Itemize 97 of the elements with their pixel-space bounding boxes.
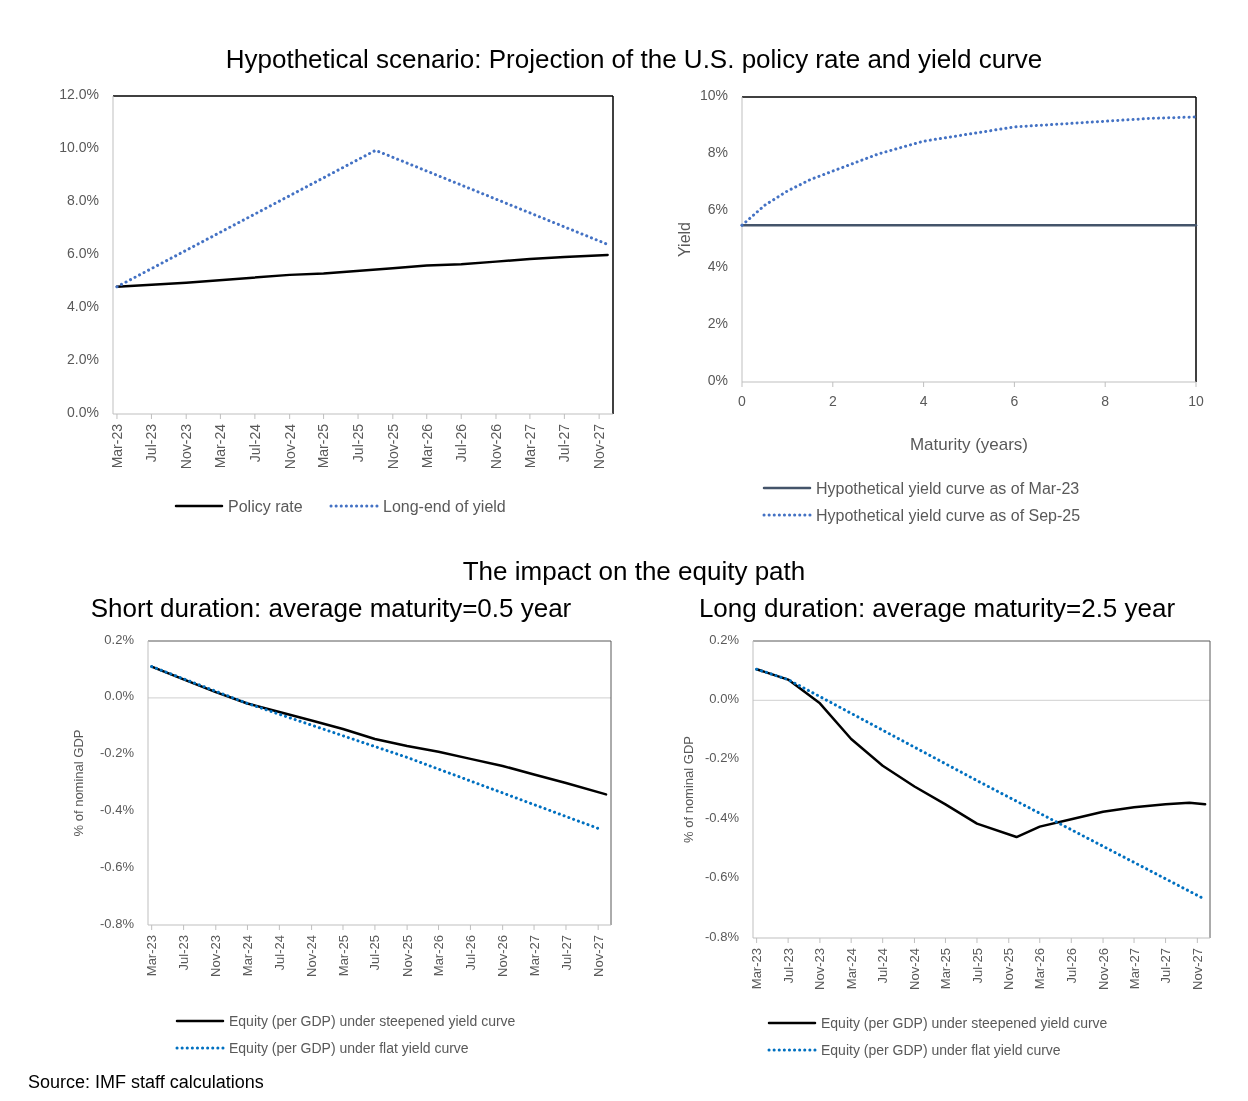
x-tick-label: Mar-27 bbox=[1126, 948, 1142, 990]
x-tick-label: Jul-27 bbox=[1158, 948, 1174, 984]
y-tick-label: 8.0% bbox=[67, 191, 99, 208]
x-tick-label: Jul-23 bbox=[780, 948, 796, 984]
legend-label: Long-end of yield bbox=[383, 497, 506, 515]
legend-label: Hypothetical yield curve as of Mar-23 bbox=[816, 479, 1080, 497]
x-tick-label: 0 bbox=[738, 393, 747, 409]
y-tick-label: -0.2% bbox=[100, 745, 135, 761]
x-tick-label: Jul-23 bbox=[143, 423, 160, 463]
y-tick-label: 0.0% bbox=[709, 691, 740, 706]
y-tick-label: 4% bbox=[707, 257, 728, 274]
x-tick-label: Mar-26 bbox=[1032, 948, 1048, 990]
x-tick-label: Mar-23 bbox=[144, 935, 160, 977]
x-tick-label: Mar-27 bbox=[526, 935, 542, 977]
chart-title: Long duration: average maturity=2.5 year bbox=[698, 593, 1176, 623]
x-tick-label: Jul-24 bbox=[875, 948, 891, 984]
x-tick-label: 10 bbox=[1188, 393, 1204, 409]
x-tick-label: 2 bbox=[828, 393, 837, 409]
y-axis-title: % of nominal GDP bbox=[680, 736, 696, 843]
legend-label: Equity (per GDP) under steepened yield curve bbox=[229, 1012, 516, 1029]
y-tick-label: -0.2% bbox=[705, 750, 740, 766]
x-tick-label: Mar-25 bbox=[938, 948, 954, 990]
x-tick-label: Jul-26 bbox=[463, 935, 478, 971]
x-tick-label: Jul-24 bbox=[271, 935, 287, 971]
x-tick-label: 6 bbox=[1010, 393, 1019, 409]
x-tick-label: Nov-25 bbox=[384, 423, 401, 470]
y-axis-title: % of nominal GDP bbox=[70, 729, 86, 837]
y-tick-label: 8% bbox=[707, 143, 728, 160]
x-tick-label: Mar-26 bbox=[431, 935, 447, 977]
x-tick-label: Nov-23 bbox=[208, 935, 224, 977]
x-tick-label: Nov-27 bbox=[1189, 948, 1205, 990]
y-tick-label: 4.0% bbox=[67, 297, 99, 314]
chart-title: The impact on the equity path bbox=[462, 556, 806, 586]
chart-subtitle: Short duration: average maturity=0.5 year bbox=[90, 593, 572, 623]
x-tick-label: Mar-25 bbox=[335, 935, 351, 977]
legend-label: Equity (per GDP) under flat yield curve bbox=[821, 1041, 1061, 1058]
y-tick-label: -0.4% bbox=[100, 802, 135, 817]
x-tick-label: Nov-27 bbox=[590, 935, 606, 977]
x-tick-label: Nov-26 bbox=[1095, 948, 1111, 990]
y-tick-label: 10.0% bbox=[59, 138, 99, 155]
x-tick-label: Nov-26 bbox=[495, 935, 511, 977]
y-axis-title: Yield bbox=[675, 222, 693, 257]
y-tick-label: 0% bbox=[707, 371, 728, 388]
line-series bbox=[740, 115, 1198, 227]
x-tick-label: Nov-23 bbox=[178, 423, 195, 470]
x-tick-label: Nov-25 bbox=[1001, 948, 1017, 990]
x-tick-label: Jul-25 bbox=[349, 423, 366, 463]
y-tick-label: 2% bbox=[707, 314, 728, 331]
y-tick-label: 6.0% bbox=[67, 244, 99, 261]
x-tick-label: Mar-27 bbox=[521, 423, 538, 469]
y-tick-label: 10% bbox=[699, 86, 728, 103]
x-axis-title: Maturity (years) bbox=[909, 435, 1029, 454]
line-series bbox=[150, 665, 600, 830]
x-tick-label: Jul-25 bbox=[969, 948, 985, 984]
x-tick-label: Nov-24 bbox=[281, 423, 298, 470]
chart-title: Hypothetical scenario: Projection of the U.S. policy rate and yield curve bbox=[225, 44, 1043, 74]
y-tick-label: 0.0% bbox=[104, 688, 135, 704]
x-tick-label: 8 bbox=[1101, 393, 1110, 409]
x-tick-label: Nov-24 bbox=[304, 935, 320, 977]
y-tick-label: -0.6% bbox=[100, 858, 135, 874]
line-series bbox=[115, 253, 609, 289]
x-tick-label: Nov-23 bbox=[812, 948, 828, 990]
x-tick-label: Nov-27 bbox=[591, 423, 608, 470]
x-tick-label: Mar-25 bbox=[315, 423, 332, 469]
x-tick-label: Jul-27 bbox=[556, 423, 573, 463]
x-tick-label: Jul-27 bbox=[558, 935, 574, 971]
x-tick-label: Jul-25 bbox=[367, 935, 383, 971]
y-tick-label: 0.2% bbox=[709, 631, 740, 647]
line-series bbox=[755, 667, 1207, 839]
x-tick-label: Jul-26 bbox=[453, 423, 470, 463]
x-tick-label: Nov-24 bbox=[907, 948, 923, 990]
y-tick-label: -0.4% bbox=[705, 809, 740, 825]
legend-label: Policy rate bbox=[228, 497, 303, 515]
y-tick-label: 0.0% bbox=[67, 403, 99, 420]
x-tick-label: Mar-26 bbox=[418, 423, 435, 469]
y-tick-label: 2.0% bbox=[67, 350, 99, 367]
y-tick-label: 6% bbox=[707, 200, 728, 217]
x-tick-label: Jul-23 bbox=[176, 935, 192, 971]
legend-label: Equity (per GDP) under steepened yield curve bbox=[821, 1014, 1108, 1031]
x-tick-label: Nov-25 bbox=[399, 935, 415, 977]
y-tick-label: 0.2% bbox=[104, 631, 135, 647]
x-tick-label: Mar-23 bbox=[749, 948, 765, 990]
y-tick-label: -0.8% bbox=[705, 928, 740, 944]
y-tick-label: -0.6% bbox=[705, 869, 740, 885]
x-tick-label: Jul-26 bbox=[1063, 948, 1079, 984]
x-tick-label: Mar-24 bbox=[843, 948, 859, 990]
legend-label: Hypothetical yield curve as of Sep-25 bbox=[816, 506, 1081, 524]
x-tick-label: Jul-24 bbox=[246, 423, 263, 463]
source-note: Source: IMF staff calculations bbox=[28, 1072, 264, 1092]
y-tick-label: 12.0% bbox=[59, 85, 99, 102]
legend-label: Equity (per GDP) under flat yield curve bbox=[229, 1039, 469, 1056]
x-tick-label: Mar-24 bbox=[240, 935, 256, 977]
x-tick-label: Mar-23 bbox=[108, 423, 125, 469]
x-tick-label: Nov-26 bbox=[487, 423, 504, 470]
x-tick-label: Mar-24 bbox=[212, 423, 229, 469]
y-tick-label: -0.8% bbox=[100, 915, 135, 931]
x-tick-label: 4 bbox=[919, 393, 928, 409]
